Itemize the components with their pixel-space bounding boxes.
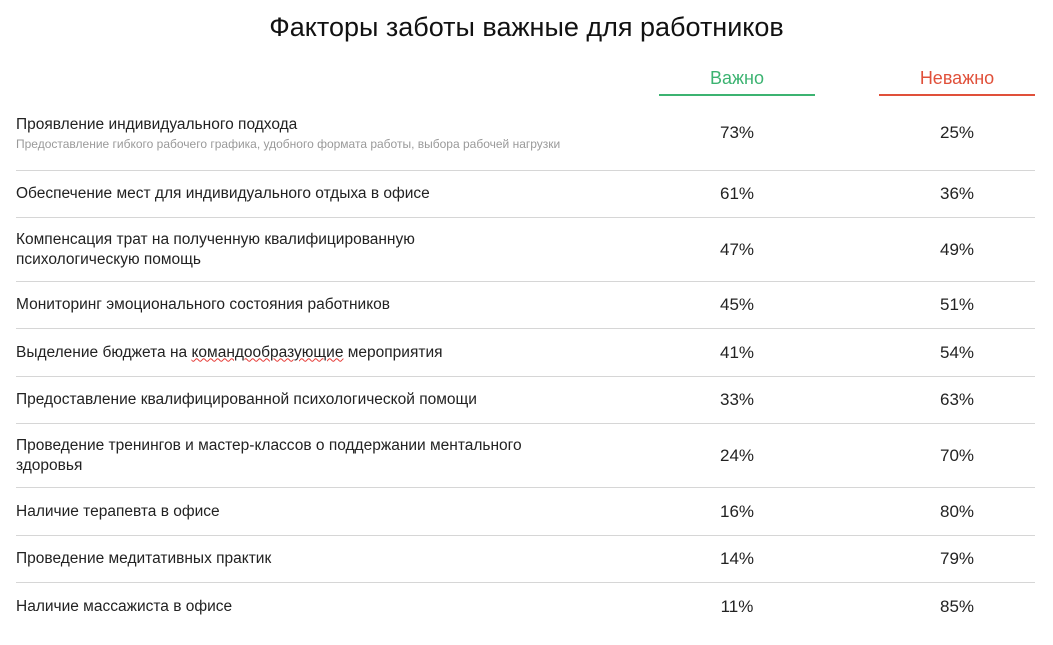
row-label: Проведение медитативных практик [16, 550, 272, 567]
row-label-start: Выделение бюджета на [16, 343, 192, 361]
value-important: 16% [719, 501, 755, 521]
value-unimportant: 79% [939, 549, 975, 568]
table-row: Мониторинг эмоционального состояния рабо… [16, 282, 1035, 329]
table-row: Проявление индивидуального подхода Предо… [16, 96, 1035, 171]
value-unimportant: 85% [939, 596, 975, 616]
column-header-unimportant: Неважно [879, 68, 1035, 96]
value-unimportant: 54% [939, 342, 975, 362]
table-row: Предоставление квалифицированной психоло… [16, 377, 1035, 424]
value-important: 11% [720, 596, 754, 616]
value-important: 14% [719, 549, 755, 568]
value-unimportant: 80% [939, 501, 975, 521]
row-title: Проявление индивидуального подхода [16, 115, 298, 133]
value-important: 73% [719, 123, 755, 142]
row-label: Мониторинг эмоционального состояния рабо… [16, 296, 391, 313]
value-unimportant: 51% [939, 295, 975, 314]
table-row: Наличие массажиста в офисе 11% 85% [16, 583, 1035, 630]
row-label: Проведение тренингов и мастер-классов о … [16, 436, 522, 474]
value-important: 24% [719, 445, 755, 465]
row-label: Наличие массажиста в офисе [16, 597, 233, 615]
row-label: Выделение бюджета на командообразующие м… [16, 343, 596, 363]
value-unimportant: 70% [939, 445, 975, 465]
table-row: Проведение медитативных практик 14% 79% [16, 536, 1035, 583]
value-important: 45% [719, 295, 755, 314]
value-important: 41% [719, 342, 755, 362]
row-label: Обеспечение мест для индивидуального отд… [16, 185, 430, 202]
table-row: Проведение тренингов и мастер-классов о … [16, 424, 1035, 488]
row-label: Наличие терапевта в офисе [16, 502, 220, 520]
row-label-end: мероприятия [343, 343, 443, 361]
value-important: 61% [719, 184, 755, 203]
factors-table: Проявление индивидуального подхода Предо… [16, 96, 1035, 630]
row-label: Проявление индивидуального подхода Предо… [16, 115, 596, 152]
value-unimportant: 63% [939, 390, 975, 409]
row-label: Предоставление квалифицированной психоло… [16, 391, 477, 408]
row-sublabel: Предоставление гибкого рабочего графика,… [16, 136, 561, 151]
value-important: 47% [719, 239, 755, 259]
value-important: 33% [719, 390, 755, 409]
table-row: Выделение бюджета на командообразующие м… [16, 329, 1035, 377]
value-unimportant: 36% [939, 184, 975, 203]
spellcheck-marked-word: командообразующие [191, 343, 344, 361]
table-row: Обеспечение мест для индивидуального отд… [16, 171, 1035, 218]
value-unimportant: 25% [939, 123, 975, 142]
chart-title: Факторы заботы важные для работников [269, 12, 784, 42]
table-row: Компенсация трат на полученную квалифици… [16, 218, 1035, 282]
column-header-important: Важно [659, 68, 815, 96]
table-row: Наличие терапевта в офисе 16% 80% [16, 488, 1035, 536]
row-label: Компенсация трат на полученную квалифици… [16, 230, 415, 268]
value-unimportant: 49% [939, 239, 975, 259]
